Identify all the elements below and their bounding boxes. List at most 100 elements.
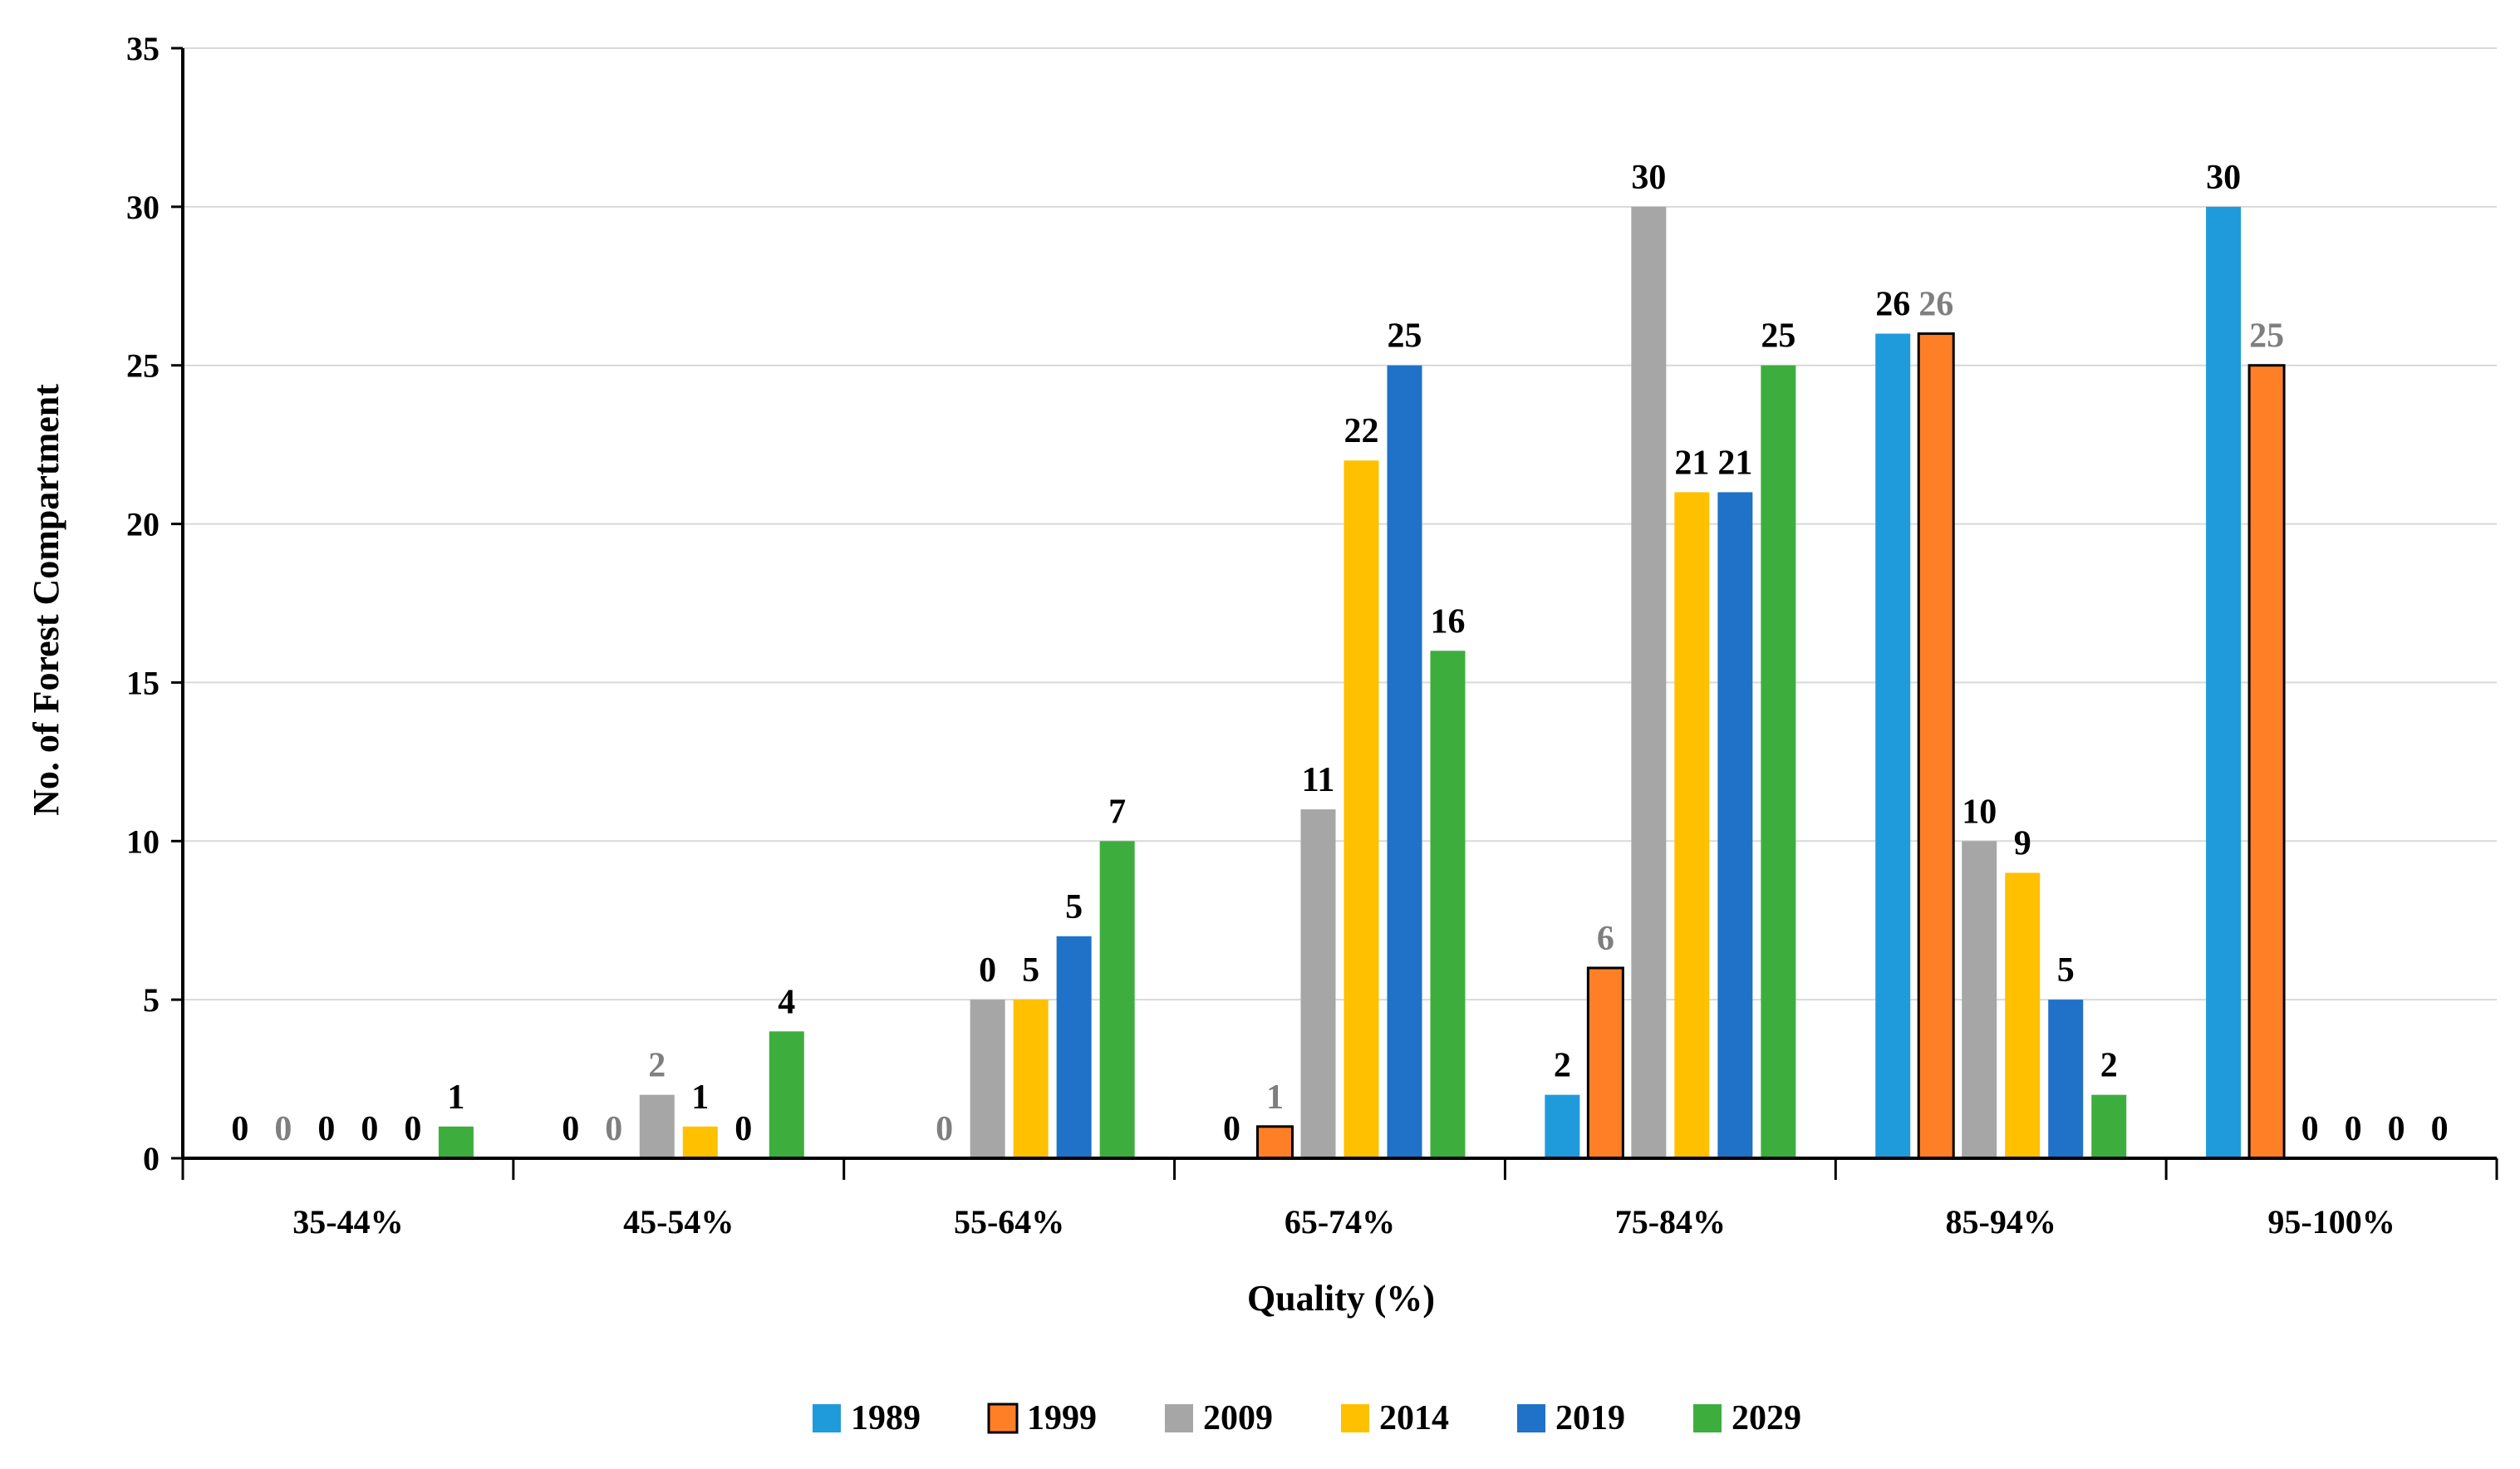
x-tick-label: 35-44% [292,1203,403,1241]
data-label-1999-85-94%: 26 [1918,286,1953,324]
data-label-2014-55-64%: 5 [1022,951,1039,990]
data-label-2009-35-44%: 0 [317,1110,335,1148]
data-label-2014-35-44%: 0 [361,1110,378,1148]
y-tick-label: 20 [126,506,160,543]
data-label-2014-45-54%: 1 [691,1078,709,1117]
bar-2019-55-64% [1056,936,1092,1158]
data-label-2009-45-54%: 2 [648,1047,666,1085]
y-tick-label: 25 [126,347,160,385]
legend-swatch-1989 [813,1404,841,1432]
bar-2019-65-74% [1387,365,1422,1158]
data-label-1989-35-44%: 0 [231,1110,248,1148]
x-tick-label: 75-84% [1615,1203,1726,1241]
data-label-1999-75-84%: 6 [1597,920,1614,958]
bar-2029-35-44% [438,1126,474,1158]
legend-item-2019: 2019 [1517,1399,1625,1437]
bar-2029-55-64% [1099,841,1135,1158]
data-label-2009-95-100%: 0 [2301,1110,2319,1148]
legend-label-2029: 2029 [1732,1399,1801,1437]
bar-1999-75-84% [1586,966,1624,1160]
data-label-1999-65-74%: 1 [1266,1078,1284,1117]
y-tick-label: 15 [126,664,160,701]
data-label-2029-45-54%: 4 [778,983,795,1021]
bar-1989-75-84% [1545,1094,1580,1158]
data-label-2019-95-100%: 0 [2388,1110,2405,1148]
data-label-1999-45-54%: 0 [605,1110,622,1148]
data-label-1999-55-64%: 0 [936,1110,953,1148]
bar-2019-85-94% [2048,1000,2084,1158]
bar-2029-45-54% [769,1031,804,1158]
x-tick-label: 65-74% [1285,1203,1395,1241]
data-label-2014-75-84%: 21 [1674,444,1709,482]
bar-2009-55-64% [970,1000,1005,1158]
legend-label-1989: 1989 [851,1399,921,1437]
data-label-2009-85-94%: 10 [1962,793,1997,831]
bar-2014-75-84% [1674,492,1710,1158]
data-label-2029-55-64%: 7 [1108,793,1126,831]
data-label-2029-35-44%: 1 [447,1078,464,1117]
legend-item-1999: 1999 [987,1399,1097,1437]
bar-1999-95-100% [2247,364,2286,1160]
legend-item-1989: 1989 [813,1399,921,1437]
bar-2009-45-54% [639,1094,675,1158]
data-label-2029-95-100%: 0 [2431,1110,2449,1148]
bar-1999-65-74% [1256,1125,1294,1160]
bar-2014-55-64% [1013,1000,1049,1158]
bar-2029-85-94% [2091,1094,2127,1158]
data-label-2014-95-100%: 0 [2345,1110,2362,1148]
data-label-1989-65-74%: 0 [1223,1110,1240,1148]
data-label-2014-65-74%: 22 [1344,412,1379,450]
data-label-2009-75-84%: 30 [1631,159,1666,197]
legend-item-2009: 2009 [1165,1399,1273,1437]
x-tick-label: 95-100% [2267,1203,2395,1241]
bar-2009-65-74% [1300,809,1336,1158]
data-label-2029-65-74%: 16 [1431,602,1466,641]
data-label-1999-35-44%: 0 [274,1110,292,1148]
bar-2009-75-84% [1631,206,1667,1158]
y-axis-title: No. of Forest Compartment [26,384,66,816]
data-label-2029-75-84%: 25 [1761,317,1795,356]
data-label-1989-95-100%: 30 [2206,159,2241,197]
data-label-2019-35-44%: 0 [404,1110,421,1148]
legend-swatch-2019 [1517,1404,1545,1432]
bar-2014-85-94% [2005,872,2041,1158]
bar-2029-75-84% [1761,365,1796,1158]
legend-swatch-2014 [1341,1404,1369,1432]
legend-swatch-1999 [987,1403,1019,1434]
data-label-2019-45-54%: 0 [734,1110,752,1148]
data-label-1989-45-54%: 0 [562,1110,579,1148]
bar-2019-75-84% [1717,492,1753,1158]
bar-1989-85-94% [1875,333,1911,1158]
data-label-2009-55-64%: 0 [979,951,996,990]
data-label-2019-55-64%: 5 [1065,888,1083,926]
y-tick-label: 5 [143,981,160,1019]
data-label-1989-75-84%: 2 [1554,1047,1571,1085]
y-tick-label: 10 [126,823,160,860]
x-axis-title: Quality (%) [1247,1278,1435,1319]
bar-2009-85-94% [1962,841,1997,1158]
data-label-2019-75-84%: 21 [1717,444,1752,482]
y-tick-label: 0 [143,1140,160,1177]
legend-swatch-2029 [1693,1404,1722,1432]
bar-2014-45-54% [682,1126,718,1158]
gridlines [183,47,2497,1001]
legend-item-2029: 2029 [1693,1399,1801,1437]
legend: 1989 1999 2009 2014 2019 2029 [813,1399,1801,1437]
data-label-1989-85-94%: 26 [1875,286,1910,324]
x-tick-label: 85-94% [1946,1203,2056,1241]
data-label-2019-65-74%: 25 [1388,317,1422,356]
bar-1989-95-100% [2206,206,2242,1158]
y-tick-label: 30 [126,189,160,226]
legend-item-2014: 2014 [1341,1399,1449,1437]
legend-label-2019: 2019 [1555,1399,1625,1437]
bar-2014-65-74% [1344,460,1379,1158]
data-label-2029-85-94%: 2 [2100,1047,2118,1085]
x-tick-label: 45-54% [623,1203,734,1241]
legend-swatch-2009 [1165,1404,1193,1432]
legend-label-2009: 2009 [1203,1399,1273,1437]
x-tick-label: 55-64% [954,1203,1064,1241]
